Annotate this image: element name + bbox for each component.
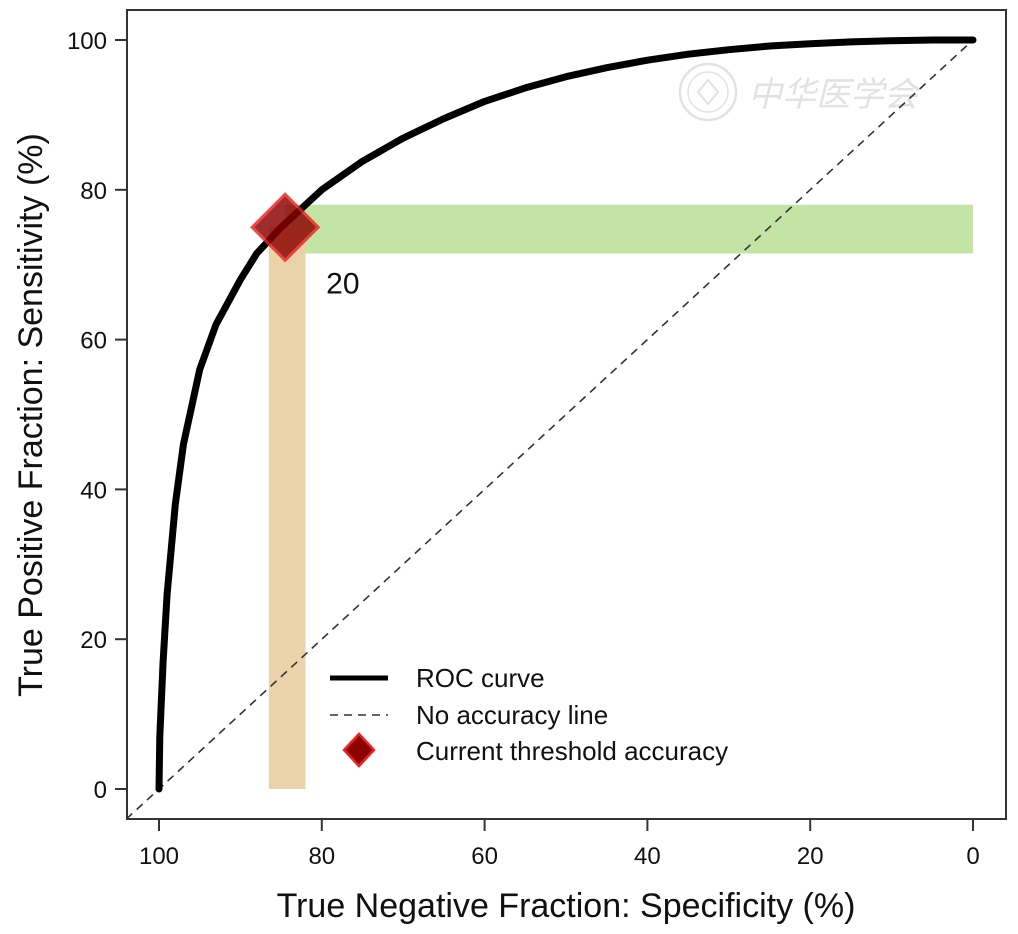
y-axis: 0 20 40 60 80 100 xyxy=(67,28,127,804)
legend-threshold-swatch xyxy=(342,732,376,768)
legend-roc-label: ROC curve xyxy=(416,663,545,693)
legend: ROC curve No accuracy line Current thres… xyxy=(330,663,728,768)
y-tick-label: 20 xyxy=(80,627,107,654)
no-accuracy-line xyxy=(125,39,974,820)
y-tick-label: 40 xyxy=(80,477,107,504)
watermark: 中华医学会 xyxy=(678,62,922,122)
legend-diagonal-label: No accuracy line xyxy=(416,700,608,730)
y-tick-label: 0 xyxy=(94,777,107,804)
threshold-label: 20 xyxy=(326,267,359,300)
x-tick-label: 80 xyxy=(308,843,335,870)
x-axis: 100 80 60 40 20 0 xyxy=(139,819,980,870)
threshold-marker xyxy=(250,192,321,263)
y-tick-label: 80 xyxy=(80,178,107,205)
x-tick-label: 100 xyxy=(139,843,179,870)
y-tick-label: 60 xyxy=(80,328,107,355)
roc-curve xyxy=(155,36,977,793)
sensitivity-band xyxy=(285,204,973,254)
watermark-seal-icon xyxy=(678,62,738,122)
plot-frame xyxy=(126,9,1007,820)
x-tick-label: 40 xyxy=(634,843,661,870)
legend-threshold-label: Current threshold accuracy xyxy=(416,736,728,766)
specificity-band xyxy=(268,227,306,789)
y-tick-label: 100 xyxy=(67,28,107,55)
watermark-text: 中华医学会 xyxy=(748,75,922,115)
y-axis-title: True Positive Fraction: Sensitivity (%) xyxy=(12,133,50,697)
x-tick-label: 20 xyxy=(797,843,824,870)
x-tick-label: 60 xyxy=(471,843,498,870)
x-axis-title: True Negative Fraction: Specificity (%) xyxy=(277,887,856,925)
x-tick-label: 0 xyxy=(966,843,979,870)
